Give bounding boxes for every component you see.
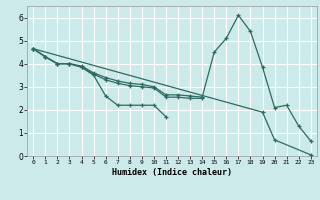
- X-axis label: Humidex (Indice chaleur): Humidex (Indice chaleur): [112, 168, 232, 177]
